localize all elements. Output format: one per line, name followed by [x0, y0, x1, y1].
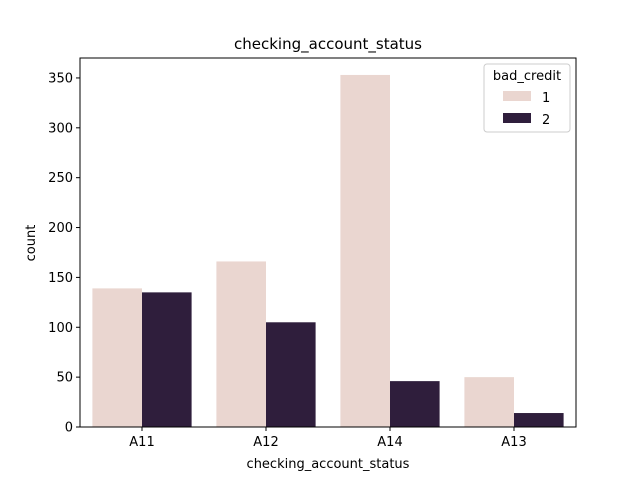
bar-A14-series-2 — [390, 381, 440, 427]
bar-A14-series-1 — [340, 74, 390, 428]
legend-title: bad_credit — [493, 69, 561, 84]
y-axis-ticks: 0 50 100 150 200 250 300 350 — [48, 71, 80, 436]
bar-A12-series-1 — [216, 261, 266, 427]
legend-entry-2: 2 — [542, 113, 550, 128]
bar-A13-series-2 — [514, 413, 564, 427]
y-axis-label: count — [24, 225, 39, 262]
chart-title: checking_account_status — [234, 35, 422, 54]
legend-swatch-2 — [503, 113, 531, 123]
x-axis-label: checking_account_status — [247, 457, 410, 472]
y-tick-label: 100 — [48, 321, 73, 336]
y-tick-label: 150 — [48, 271, 73, 286]
bar-A12-series-2 — [266, 322, 316, 427]
legend: bad_credit 1 2 — [483, 63, 571, 133]
y-tick-label: 200 — [48, 221, 73, 236]
bar-A11-series-1 — [92, 288, 142, 427]
bar-A11-series-2 — [142, 292, 192, 427]
x-axis-ticks: A11 A12 A14 A13 — [129, 427, 527, 450]
bar-A13-series-1 — [464, 377, 514, 427]
x-tick-label: A12 — [253, 435, 278, 450]
x-tick-label: A13 — [501, 435, 526, 450]
y-tick-label: 50 — [56, 371, 73, 386]
x-tick-label: A11 — [129, 435, 154, 450]
legend-swatch-1 — [503, 91, 531, 101]
x-tick-label: A14 — [377, 435, 402, 450]
y-tick-label: 300 — [48, 121, 73, 136]
legend-entry-1: 1 — [542, 91, 550, 106]
plot-frame — [79, 57, 577, 428]
y-tick-label: 250 — [48, 171, 73, 186]
y-tick-label: 0 — [65, 421, 73, 436]
y-tick-label: 350 — [48, 71, 73, 86]
bars-layer — [92, 74, 564, 428]
